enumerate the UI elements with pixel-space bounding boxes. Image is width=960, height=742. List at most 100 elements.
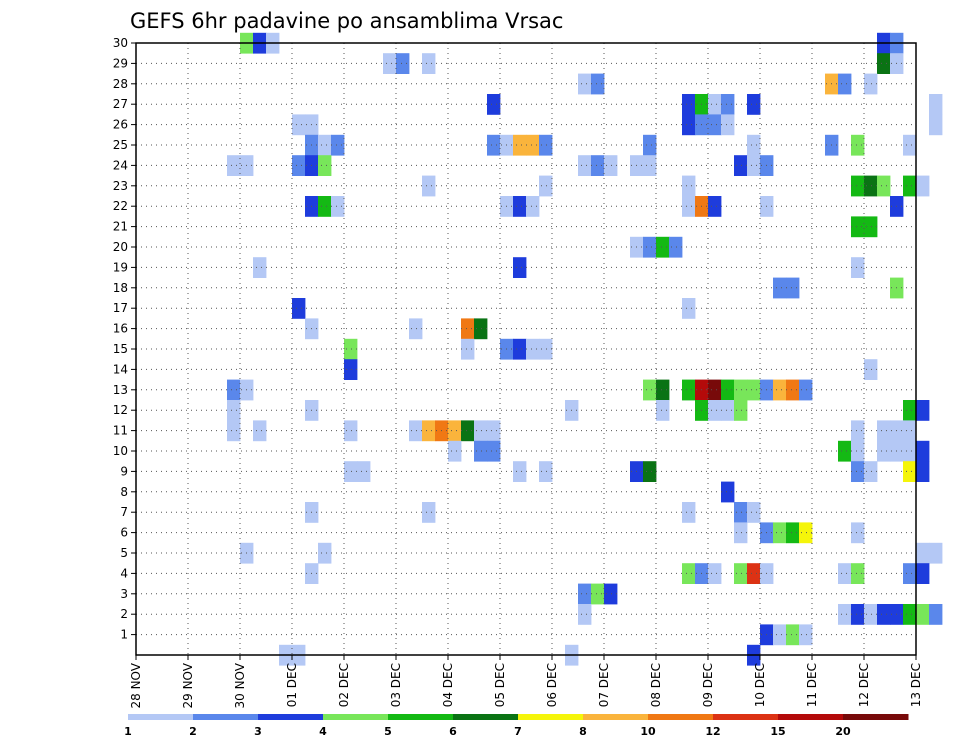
chart-title: GEFS 6hr padavine po ansamblima Vrsac (130, 9, 563, 33)
legend-label: 8 (579, 725, 587, 738)
legend-label: 15 (770, 725, 785, 738)
y-tick-label: 5 (120, 546, 128, 560)
legend-color-swatch (778, 714, 844, 720)
heatmap-cell (513, 461, 527, 482)
heatmap-cell (669, 236, 683, 258)
heatmap-cell (929, 604, 943, 625)
heatmap-cell (383, 53, 397, 74)
heatmap-cell (539, 461, 553, 482)
heatmap-cell (864, 604, 878, 625)
x-tick-label: 28 NOV (129, 662, 143, 708)
y-tick-label: 28 (113, 77, 128, 91)
heatmap-cell (682, 563, 696, 584)
heatmap-cell (643, 155, 657, 176)
x-tick-label: 02 DEC (337, 663, 351, 707)
heatmap-cell (396, 53, 410, 74)
heatmap-cell (526, 134, 540, 156)
y-tick-label: 29 (113, 56, 128, 70)
heatmap-cell (708, 379, 722, 401)
heatmap-cell (487, 94, 501, 115)
heatmap-cell (851, 420, 865, 442)
heatmap-cell (903, 563, 917, 584)
x-tick-label: 29 NOV (181, 662, 195, 708)
heatmap-cell (422, 420, 436, 442)
heatmap-cell (734, 155, 748, 176)
y-tick-label: 19 (113, 260, 128, 274)
legend-color-swatch (583, 714, 649, 720)
heatmap-cell (916, 604, 930, 625)
heatmap-cell (513, 338, 527, 360)
heatmap-cell (539, 338, 553, 360)
heatmap-cell (591, 583, 605, 605)
heatmap-cell (864, 216, 878, 238)
heatmap-cell (734, 522, 748, 544)
x-tick-label: 05 DEC (493, 663, 507, 707)
heatmap-cell (903, 134, 917, 156)
heatmap-cell (344, 461, 358, 482)
x-tick-label: 01 DEC (285, 663, 299, 707)
legend-label: 4 (319, 725, 327, 738)
heatmap-cell (461, 338, 475, 360)
heatmap-cell (227, 420, 241, 442)
x-axis: 28 NOV 29 NOV 30 NOV 01 DEC 02 DEC 03 DEC 04 D… (129, 655, 923, 709)
y-tick-label: 8 (120, 485, 128, 499)
heatmap-cell (578, 73, 592, 95)
heatmap-cell (318, 542, 332, 564)
legend-label: 7 (514, 725, 522, 738)
legend-color-swatch (193, 714, 259, 720)
heatmap-cell (903, 420, 917, 442)
heatmap-cell (877, 604, 891, 625)
heatmap-cell (682, 379, 696, 401)
legend-label: 10 (640, 725, 656, 738)
heatmap-cell (708, 196, 722, 217)
heatmap-cell (526, 196, 540, 217)
heatmap-cell (838, 440, 852, 462)
legend-label: 2 (189, 725, 197, 738)
heatmap-cell (604, 583, 618, 605)
heatmap-cell (448, 440, 462, 462)
heatmap-cell (656, 400, 670, 421)
heatmap-cell (929, 94, 943, 115)
heatmap-cell (838, 604, 852, 625)
heatmap-cell (448, 420, 462, 442)
heatmap-cell (318, 134, 332, 156)
x-tick-label: 06 DEC (545, 663, 559, 707)
heatmap-cell (721, 114, 735, 136)
y-axis: 1234567891011121314151617181920212223242… (113, 36, 136, 642)
heatmap-cell (708, 94, 722, 115)
y-tick-label: 6 (120, 526, 128, 540)
y-tick-label: 10 (113, 444, 128, 458)
heatmap-cell (513, 257, 527, 278)
legend-color-swatch (388, 714, 454, 720)
heatmap-cell (851, 604, 865, 625)
heatmap-cell (773, 624, 787, 646)
legend-label: 12 (705, 725, 720, 738)
y-tick-label: 27 (113, 97, 128, 111)
heatmap-cell (578, 583, 592, 605)
heatmap-cell (903, 604, 917, 625)
x-tick-label: 12 DEC (857, 663, 871, 707)
heatmap-cell (903, 440, 917, 462)
heatmap-cell (331, 134, 345, 156)
legend-color-swatch (518, 714, 584, 720)
heatmap-cell (721, 481, 735, 503)
heatmap-cell (357, 461, 371, 482)
heatmap-cell (344, 420, 358, 442)
heatmap-cell (604, 155, 618, 176)
y-tick-label: 4 (120, 566, 128, 580)
heatmap-cell (682, 196, 696, 217)
heatmap-cell (916, 461, 930, 482)
heatmap-cell (474, 440, 488, 462)
legend-color-swatch (258, 714, 324, 720)
heatmap-cell (526, 338, 540, 360)
heatmap-cell (227, 400, 241, 421)
heatmap-cell (799, 624, 813, 646)
y-tick-label: 13 (113, 383, 128, 397)
heatmap-cell (682, 298, 696, 319)
heatmap-cell (916, 175, 930, 197)
heatmap-cell (864, 461, 878, 482)
heatmap-cell (734, 379, 748, 401)
heatmap-cell (682, 175, 696, 197)
heatmap-cell (721, 94, 735, 115)
